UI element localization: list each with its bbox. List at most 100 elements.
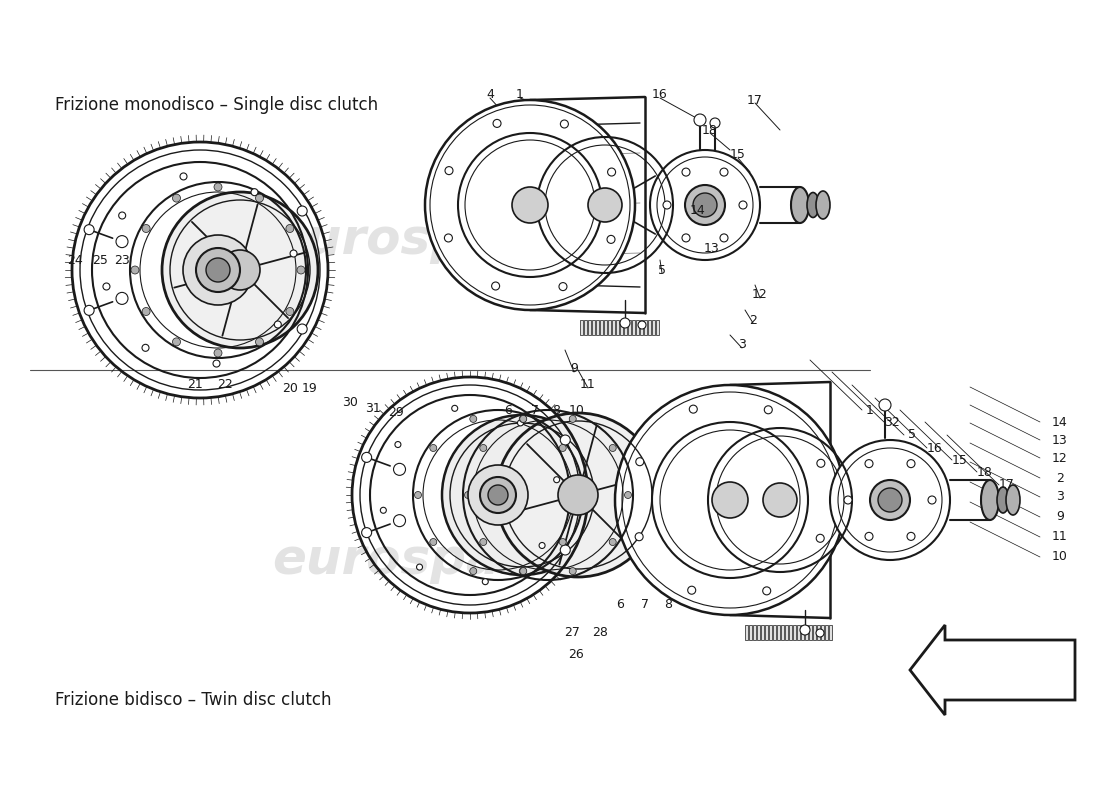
Circle shape: [255, 338, 264, 346]
Bar: [761, 625, 764, 640]
Text: 16: 16: [927, 442, 943, 454]
Circle shape: [142, 344, 148, 351]
Text: 12: 12: [752, 289, 768, 302]
Circle shape: [720, 234, 728, 242]
Text: 17: 17: [747, 94, 763, 106]
Text: 7: 7: [641, 598, 649, 611]
Text: 16: 16: [652, 89, 668, 102]
Circle shape: [878, 488, 902, 512]
Text: 14: 14: [1052, 415, 1068, 429]
Circle shape: [539, 542, 546, 549]
Ellipse shape: [1006, 485, 1020, 515]
Circle shape: [559, 282, 566, 290]
Text: 3: 3: [738, 338, 746, 351]
Circle shape: [609, 538, 616, 546]
Circle shape: [865, 532, 873, 540]
Bar: [754, 625, 756, 640]
Polygon shape: [910, 625, 1075, 715]
Circle shape: [560, 545, 570, 555]
Text: 8: 8: [552, 403, 560, 417]
Circle shape: [517, 420, 524, 426]
Ellipse shape: [807, 193, 820, 218]
Circle shape: [928, 496, 936, 504]
Bar: [798, 625, 800, 640]
Bar: [808, 625, 812, 640]
Circle shape: [712, 482, 748, 518]
Bar: [801, 625, 804, 640]
Text: 31: 31: [365, 402, 381, 414]
Text: 10: 10: [1052, 550, 1068, 563]
Circle shape: [638, 321, 646, 329]
Circle shape: [417, 564, 422, 570]
Text: 9: 9: [570, 362, 578, 374]
Circle shape: [520, 567, 527, 574]
Bar: [604, 320, 607, 335]
Circle shape: [297, 266, 305, 274]
Circle shape: [635, 533, 643, 541]
Circle shape: [446, 166, 453, 174]
Circle shape: [180, 173, 187, 180]
Circle shape: [214, 349, 222, 357]
Text: 20: 20: [282, 382, 298, 394]
Circle shape: [142, 225, 150, 233]
Bar: [773, 625, 776, 640]
Circle shape: [162, 192, 318, 348]
Circle shape: [620, 318, 630, 328]
Text: 32: 32: [884, 415, 900, 429]
Bar: [749, 625, 752, 640]
Bar: [644, 320, 647, 335]
Circle shape: [464, 491, 472, 498]
Bar: [628, 320, 631, 335]
Bar: [764, 625, 768, 640]
Circle shape: [560, 435, 570, 445]
Bar: [600, 320, 603, 335]
Circle shape: [569, 567, 576, 574]
Text: 10: 10: [569, 403, 585, 417]
Circle shape: [173, 338, 180, 346]
Circle shape: [560, 120, 569, 128]
Circle shape: [636, 458, 644, 466]
Circle shape: [290, 250, 297, 257]
Circle shape: [650, 150, 760, 260]
Text: 1: 1: [866, 403, 873, 417]
Text: 26: 26: [568, 649, 584, 662]
Bar: [588, 320, 591, 335]
Bar: [789, 625, 792, 640]
Bar: [648, 320, 651, 335]
Text: 13: 13: [1052, 434, 1068, 446]
Text: 17: 17: [999, 478, 1015, 491]
Circle shape: [480, 477, 516, 513]
Circle shape: [682, 168, 690, 176]
Ellipse shape: [981, 480, 999, 520]
Circle shape: [496, 413, 660, 577]
Text: 12: 12: [1052, 451, 1068, 465]
Text: 6: 6: [616, 598, 624, 611]
Circle shape: [615, 385, 845, 615]
Ellipse shape: [997, 487, 1009, 513]
Circle shape: [609, 445, 616, 451]
Circle shape: [607, 235, 615, 243]
Circle shape: [512, 187, 548, 223]
Bar: [805, 625, 808, 640]
Circle shape: [865, 460, 873, 468]
Circle shape: [214, 183, 222, 191]
Circle shape: [183, 235, 253, 305]
Text: 24: 24: [67, 254, 82, 266]
Circle shape: [394, 514, 406, 526]
Ellipse shape: [791, 187, 808, 223]
Text: 22: 22: [217, 378, 233, 391]
Bar: [608, 320, 611, 335]
Circle shape: [663, 201, 671, 209]
Circle shape: [558, 475, 598, 515]
Circle shape: [116, 236, 128, 248]
Circle shape: [493, 119, 500, 127]
Circle shape: [574, 491, 582, 498]
Text: 21: 21: [187, 378, 202, 391]
Circle shape: [688, 586, 695, 594]
Bar: [612, 320, 615, 335]
Bar: [624, 320, 627, 335]
Bar: [817, 625, 820, 640]
Text: 7: 7: [531, 403, 539, 417]
Text: 15: 15: [730, 149, 746, 162]
Circle shape: [394, 463, 406, 475]
